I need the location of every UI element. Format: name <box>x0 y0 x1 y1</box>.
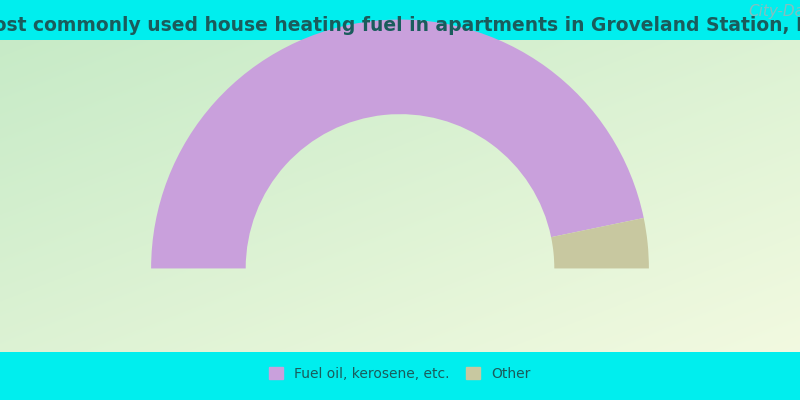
Wedge shape <box>151 20 644 268</box>
Wedge shape <box>551 218 649 268</box>
Text: Most commonly used house heating fuel in apartments in Groveland Station, NY: Most commonly used house heating fuel in… <box>0 16 800 35</box>
Legend: Fuel oil, kerosene, etc., Other: Fuel oil, kerosene, etc., Other <box>265 363 535 385</box>
Text: City-Data.com: City-Data.com <box>748 4 800 19</box>
